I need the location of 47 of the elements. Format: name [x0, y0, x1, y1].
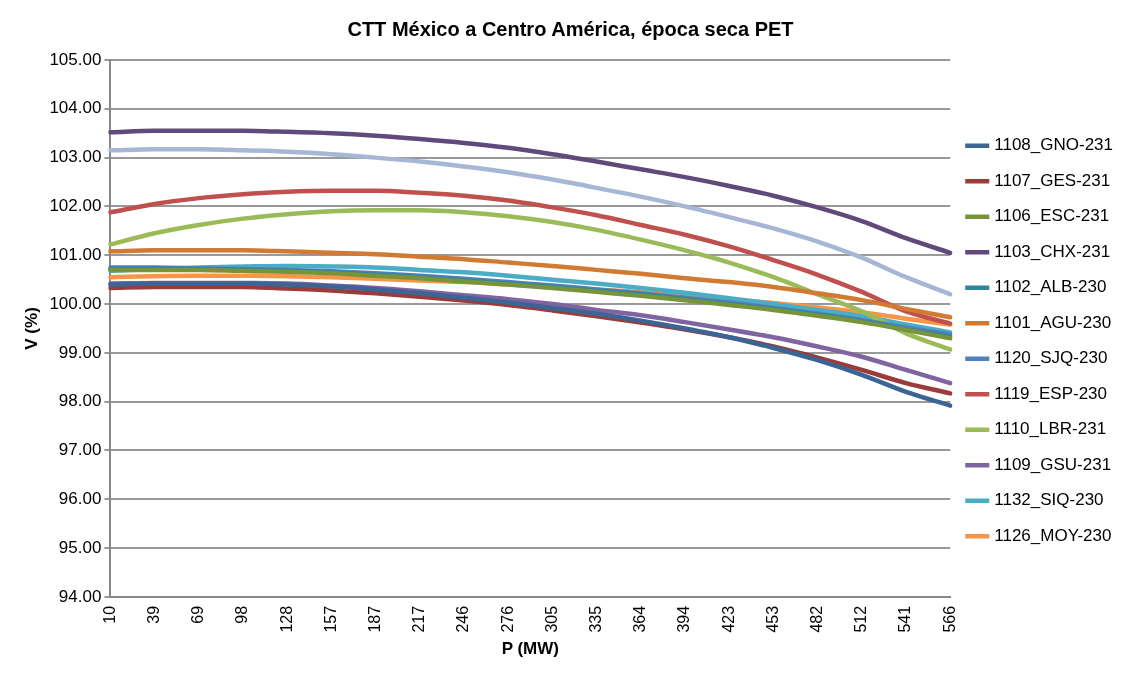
- x-axis-title: P (MW): [501, 639, 559, 659]
- x-tick-label: 394: [675, 605, 693, 633]
- x-tick-label: 128: [277, 605, 295, 633]
- legend-label: 1108_GNO-231: [994, 135, 1114, 155]
- x-tick-label: 69: [189, 605, 207, 624]
- legend-label: 1109_GSU-231: [994, 454, 1112, 474]
- legend-label: 1126_MOY-230: [994, 525, 1112, 545]
- y-tick-label: 95.00: [58, 537, 102, 557]
- legend-label: 1119_ESP-230: [994, 383, 1108, 403]
- x-tick-label: 482: [808, 605, 826, 633]
- y-tick-label: 96.00: [58, 488, 102, 508]
- y-tick-label: 100.00: [49, 293, 102, 313]
- legend-label: 1120_SJQ-230: [994, 348, 1108, 368]
- x-tick-label: 10: [100, 605, 118, 624]
- y-tick-label: 105.00: [49, 49, 102, 69]
- x-tick-label: 39: [145, 605, 162, 624]
- legend-label: 1103_CHX-231: [994, 241, 1111, 261]
- x-tick-label: 541: [896, 605, 914, 633]
- y-tick-label: 97.00: [58, 440, 102, 460]
- x-tick-label: 453: [763, 605, 781, 633]
- legend-label: 1107_GES-231: [994, 170, 1111, 190]
- y-tick-label: 104.00: [49, 98, 102, 118]
- legend-label: 1110_LBR-231: [994, 419, 1107, 439]
- legend-label: 1102_ALB-230: [994, 277, 1107, 297]
- x-tick-label: 364: [631, 605, 649, 633]
- y-axis-title: V (%): [21, 307, 41, 350]
- x-tick-label: 335: [587, 605, 605, 633]
- y-tick-label: 103.00: [49, 147, 102, 167]
- x-tick-label: 98: [233, 605, 251, 624]
- y-tick-label: 101.00: [49, 244, 102, 264]
- y-tick-label: 102.00: [49, 196, 102, 216]
- x-tick-label: 305: [542, 605, 560, 633]
- legend-label: 1101_AGU-230: [994, 312, 1112, 332]
- x-tick-label: 157: [321, 605, 339, 633]
- chart-title: CTT México a Centro América, época seca PET: [347, 17, 794, 40]
- y-tick-label: 99.00: [58, 342, 102, 362]
- y-tick-label: 94.00: [58, 586, 102, 606]
- x-tick-label: 187: [366, 605, 384, 633]
- y-tick-label: 98.00: [58, 391, 102, 411]
- x-tick-label: 423: [719, 605, 737, 633]
- x-tick-label: 276: [498, 605, 516, 633]
- x-tick-label: 217: [410, 605, 428, 633]
- legend-label: 1106_ESC-231: [994, 206, 1110, 226]
- legend-label: 1132_SIQ-230: [994, 490, 1104, 510]
- x-tick-label: 246: [454, 605, 472, 633]
- x-tick-label: 512: [852, 605, 870, 633]
- x-tick-label: 566: [940, 605, 958, 633]
